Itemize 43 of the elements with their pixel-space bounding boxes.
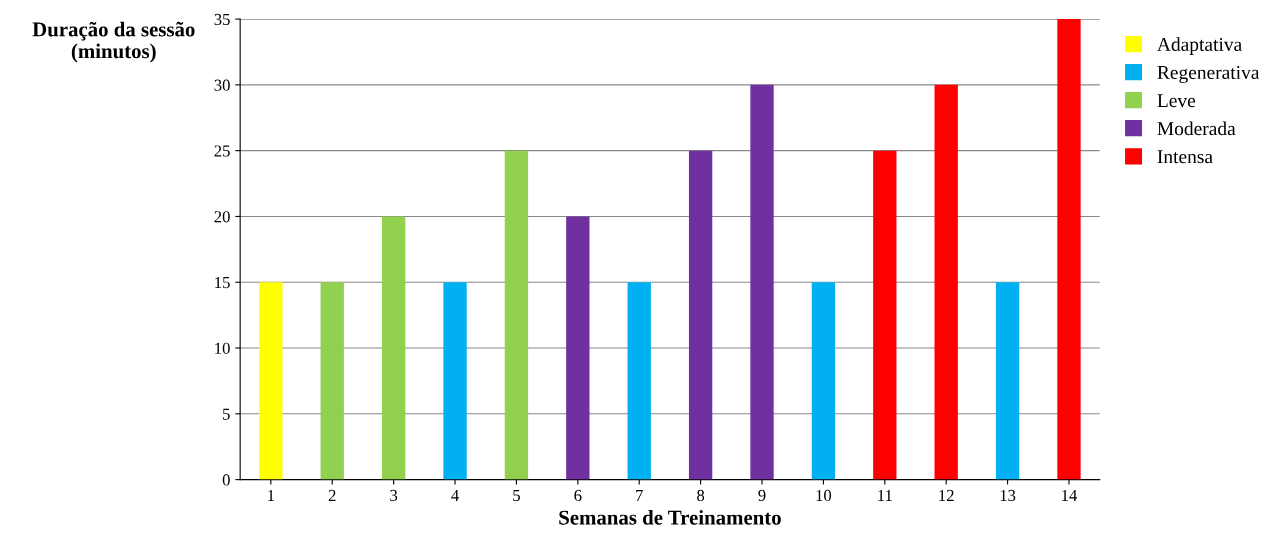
legend-label: Moderada <box>1157 121 1236 136</box>
bar <box>320 282 344 480</box>
x-tick-label: 8 <box>697 489 705 502</box>
x-tick-label: 7 <box>636 489 643 501</box>
x-tick-label: 9 <box>758 489 766 502</box>
x-tick-label: 2 <box>328 489 336 501</box>
x-tick-label: 11 <box>878 489 892 501</box>
bar <box>811 282 836 480</box>
x-tick-label: 5 <box>513 489 520 502</box>
bar <box>443 282 467 480</box>
x-tick-label: 3 <box>390 489 398 502</box>
bar <box>934 84 958 480</box>
legend-label: Adaptativa <box>1157 37 1242 55</box>
y-tick-label: 25 <box>214 145 230 157</box>
x-tick-label: 12 <box>939 489 954 501</box>
legend-label: Regenerativa <box>1157 65 1260 84</box>
x-tick-label: 4 <box>451 489 459 501</box>
bar <box>995 282 1020 480</box>
y-tick-label: 35 <box>214 13 230 26</box>
x-tick-label: 10 <box>816 489 832 502</box>
bar <box>1057 19 1081 480</box>
bar <box>504 150 529 480</box>
y-tick-label: 10 <box>215 342 230 354</box>
x-tick-label: 1 <box>268 489 275 501</box>
x-tick-label: 6 <box>574 489 582 502</box>
y-tick-label: 30 <box>214 79 230 91</box>
x-tick-label: 13 <box>1000 489 1016 502</box>
bar <box>566 216 590 480</box>
y-tick-label: 15 <box>215 277 230 289</box>
x-axis-title: Semanas de Treinamento <box>559 509 781 525</box>
bar <box>750 84 774 480</box>
y-tick-label: 20 <box>214 211 230 223</box>
x-tick-label: 14 <box>1062 489 1078 501</box>
y-tick-label: 0 <box>222 474 230 486</box>
bar <box>873 150 897 480</box>
bar <box>688 150 713 480</box>
legend-label: Leve <box>1157 94 1196 108</box>
y-tick-label: 5 <box>223 408 230 420</box>
bar <box>381 216 406 480</box>
bar <box>627 282 651 480</box>
y-axis-title: Duração da sessão (minutos) <box>32 21 195 63</box>
bar <box>259 282 283 480</box>
legend-label: Intensa <box>1157 150 1213 164</box>
